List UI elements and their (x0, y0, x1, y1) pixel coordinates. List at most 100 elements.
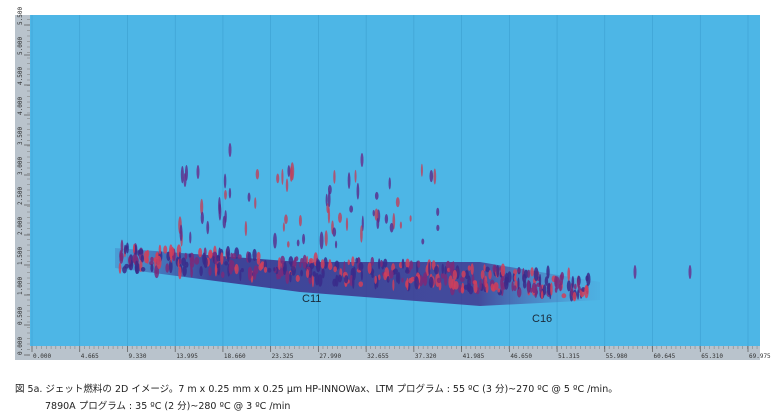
peak-spot (319, 231, 324, 250)
peak-spot (488, 269, 492, 280)
peak-spot (199, 266, 203, 277)
peak-spot (239, 269, 242, 282)
peak-spot (374, 208, 379, 221)
peak-spot (155, 269, 158, 275)
peak-spot (380, 259, 383, 268)
peak-spot (360, 153, 364, 167)
x-tick-label: 0.000 (33, 353, 51, 360)
peak-spot (327, 206, 331, 224)
peak-spot (140, 267, 146, 272)
peak-spot (443, 273, 448, 286)
x-tick-label: 51.315 (558, 353, 580, 360)
peak-spot (500, 263, 506, 277)
peak-spot (467, 275, 471, 290)
x-tick-label: 60.645 (654, 353, 676, 360)
peak-spot (263, 266, 268, 273)
peak-spot (343, 261, 346, 275)
peak-spot (436, 224, 440, 232)
peak-spot (355, 257, 359, 264)
peak-spot (370, 256, 375, 266)
peak-spot (292, 259, 297, 267)
peak-spot (334, 240, 338, 249)
peak-spot (374, 191, 379, 200)
peak-spot (461, 270, 466, 278)
peak-spot (422, 276, 427, 283)
y-tick-label: 5.000 (17, 37, 24, 55)
peak-spot (460, 286, 465, 294)
peak-spot (289, 271, 292, 283)
peak-spot (472, 280, 477, 285)
peak-spot (223, 173, 227, 189)
peak-spot (137, 250, 140, 256)
peak-spot (354, 169, 357, 183)
peak-spot (291, 264, 296, 276)
peak-spot (522, 273, 527, 283)
peak-spot (428, 276, 434, 288)
peak-spot (399, 221, 402, 229)
peak-spot (554, 275, 558, 288)
peak-spot (492, 264, 497, 273)
peak-spot (171, 246, 175, 256)
peak-spot (256, 251, 261, 262)
peak-spot (311, 275, 314, 288)
peak-spot (522, 280, 527, 289)
x-tick-label: 4.665 (81, 353, 99, 360)
peak-spot (436, 207, 440, 217)
peak-spot (561, 293, 567, 299)
peak-spot (392, 279, 395, 291)
peak-spot (298, 215, 302, 227)
peak-spot (513, 274, 517, 282)
peak-spot (567, 267, 571, 281)
peak-spot (230, 260, 235, 271)
peak-spot (468, 285, 474, 295)
peak-spot (321, 268, 325, 279)
y-tick-label: 1.000 (17, 277, 24, 295)
peak-spot (546, 265, 550, 279)
peak-spot (351, 256, 355, 267)
peak-spot (577, 278, 580, 288)
peak-spot (550, 282, 553, 296)
peak-spot (153, 257, 157, 263)
peak-spot (526, 279, 530, 294)
peak-spot (452, 269, 458, 281)
x-tick-label: 9.330 (128, 353, 146, 360)
peak-spot (277, 274, 281, 280)
peak-spot (286, 241, 290, 248)
plot-area (15, 15, 760, 360)
peak-spot (181, 257, 187, 267)
peak-spot (388, 270, 394, 279)
peak-spot (358, 281, 364, 287)
peak-spot (324, 230, 328, 247)
peak-spot (168, 259, 173, 274)
peak-spot (284, 214, 288, 225)
peak-spot (401, 258, 405, 269)
peak-spot (254, 197, 257, 209)
peak-spot (409, 260, 414, 270)
peak-spot (150, 256, 154, 262)
peak-spot (165, 263, 170, 273)
peak-spot (184, 252, 188, 260)
peak-spot (571, 275, 575, 289)
peak-label: C16 (532, 313, 552, 325)
peak-spot (190, 261, 193, 272)
peak-spot (470, 263, 474, 275)
peak-spot (386, 275, 390, 283)
peak-spot (345, 217, 349, 231)
x-tick-label: 65.310 (701, 353, 723, 360)
y-tick-label: 3.000 (17, 157, 24, 175)
peak-spot (198, 247, 203, 258)
peak-spot (504, 276, 509, 290)
peak-spot (185, 261, 189, 268)
peak-spot (483, 264, 486, 272)
peak-spot (356, 182, 360, 200)
peak-spot (281, 168, 284, 185)
peak-spot (325, 193, 328, 207)
peak-spot (180, 166, 184, 184)
peak-spot (360, 269, 363, 281)
peak-spot (332, 227, 337, 237)
peak-spot (282, 266, 286, 273)
peak-spot (194, 256, 200, 265)
peak-spot (285, 178, 289, 193)
peak-spot (208, 266, 212, 277)
peak-spot (480, 269, 485, 280)
